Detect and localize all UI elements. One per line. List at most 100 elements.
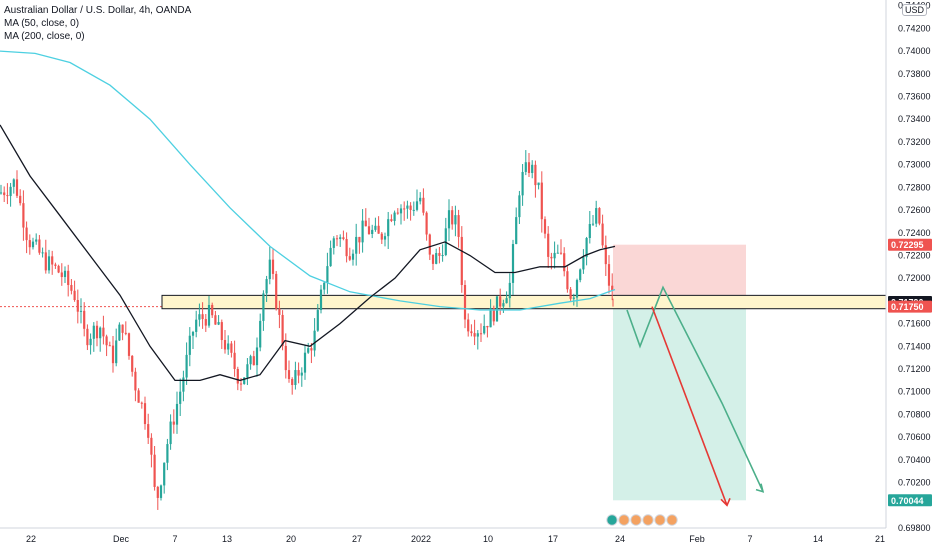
candle-body bbox=[310, 348, 313, 351]
candle-body bbox=[35, 239, 38, 242]
candle-body bbox=[575, 280, 579, 298]
candle-body bbox=[15, 179, 19, 196]
candle-body bbox=[387, 219, 390, 237]
candle-body bbox=[505, 298, 508, 304]
candle-body bbox=[428, 234, 431, 255]
time-tick-label: 24 bbox=[615, 534, 625, 544]
price-tick-label: 0.69800 bbox=[898, 523, 931, 533]
candle-body bbox=[377, 225, 380, 234]
candle-body bbox=[239, 383, 243, 385]
candle-body bbox=[44, 252, 47, 271]
candle-body bbox=[121, 324, 124, 333]
ma200-label[interactable]: MA (200, close, 0) bbox=[4, 31, 85, 42]
time-tick-label: 17 bbox=[548, 534, 558, 544]
candle-body bbox=[316, 310, 319, 331]
candle-body bbox=[345, 239, 348, 257]
currency-button[interactable]: USD bbox=[902, 4, 928, 16]
candle-body bbox=[255, 347, 259, 366]
price-tick-label: 0.72800 bbox=[898, 182, 931, 192]
candle-body bbox=[86, 328, 89, 346]
candle-body bbox=[294, 370, 297, 386]
candle-body bbox=[358, 236, 361, 243]
candle-body bbox=[412, 209, 415, 211]
projected-path-green bbox=[626, 285, 764, 493]
candle-body bbox=[41, 252, 44, 254]
candle-body bbox=[403, 208, 406, 210]
candle-body bbox=[265, 279, 268, 294]
candle-body bbox=[371, 229, 374, 235]
price-tag-bg bbox=[888, 494, 932, 507]
candle-body bbox=[598, 208, 601, 224]
candle-body bbox=[156, 486, 159, 498]
event-icon bbox=[630, 514, 642, 526]
candle-body bbox=[198, 314, 201, 320]
candle-body bbox=[329, 247, 332, 267]
candle-body bbox=[303, 352, 307, 373]
candle-body bbox=[79, 310, 83, 312]
candle-body bbox=[585, 238, 588, 258]
candle-body bbox=[470, 331, 473, 334]
candle-body bbox=[31, 241, 35, 248]
candle-body bbox=[527, 162, 531, 173]
candle-body bbox=[566, 271, 569, 290]
candle-body bbox=[259, 320, 262, 348]
time-tick-label: 21 bbox=[875, 534, 885, 544]
candle-body bbox=[374, 225, 377, 230]
candle-body bbox=[396, 212, 399, 214]
candle-body bbox=[604, 245, 607, 265]
candle-body bbox=[163, 462, 166, 486]
candle-body bbox=[95, 325, 99, 339]
candle-body bbox=[531, 164, 534, 173]
candle-body bbox=[230, 343, 233, 353]
candle-body bbox=[463, 285, 467, 320]
candle-body bbox=[214, 315, 217, 325]
candle-body bbox=[115, 340, 118, 364]
time-tick-label: 2022 bbox=[411, 534, 431, 544]
candle-body bbox=[431, 254, 435, 264]
price-axis[interactable]: 0.744000.742000.740000.738000.736000.734… bbox=[885, 0, 932, 550]
candle-body bbox=[502, 303, 505, 307]
candle-body bbox=[201, 314, 204, 320]
candle-body bbox=[131, 355, 134, 372]
candle-body bbox=[179, 391, 182, 404]
candle-body bbox=[563, 253, 566, 272]
candle-body bbox=[518, 195, 521, 218]
candle-body bbox=[281, 314, 284, 346]
candle-body bbox=[159, 485, 163, 498]
candle-body bbox=[607, 264, 611, 286]
event-icon bbox=[654, 514, 666, 526]
symbol-title[interactable]: Australian Dollar / U.S. Dollar, 4h, OAN… bbox=[4, 5, 192, 16]
candle-body bbox=[415, 201, 419, 210]
ma50-label[interactable]: MA (50, close, 0) bbox=[4, 18, 80, 29]
candle-body bbox=[19, 195, 22, 204]
candle-body bbox=[348, 256, 351, 260]
candle-body bbox=[342, 237, 345, 240]
candle-body bbox=[438, 253, 441, 256]
moving-averages bbox=[0, 50, 616, 382]
candle-body bbox=[297, 370, 300, 376]
price-tick-label: 0.70800 bbox=[898, 409, 931, 419]
event-icon bbox=[642, 514, 654, 526]
candle-body bbox=[351, 253, 355, 260]
time-axis[interactable]: 22 Dec 7 13 20 27 2022 10 17 24 Feb 7 14 21 bbox=[0, 514, 886, 544]
candle-body bbox=[556, 252, 559, 254]
chart-legend: Australian Dollar / U.S. Dollar, 4h, OAN… bbox=[4, 4, 191, 43]
candle-body bbox=[217, 322, 220, 325]
price-tag-label: 0.70044 bbox=[891, 496, 924, 506]
price-tag-bg bbox=[888, 238, 932, 251]
candle-body bbox=[166, 444, 169, 463]
candle-body bbox=[473, 333, 476, 337]
candle-body bbox=[73, 290, 76, 301]
time-tick-label: 7 bbox=[747, 534, 752, 544]
candle-body bbox=[569, 289, 572, 299]
candle-body bbox=[486, 326, 489, 328]
candle-body bbox=[220, 322, 223, 341]
projected-paths bbox=[612, 285, 765, 507]
candle-body bbox=[479, 333, 483, 335]
projected-path-red bbox=[651, 306, 728, 506]
price-tick-label: 0.74000 bbox=[898, 46, 931, 56]
candle-body bbox=[467, 319, 470, 332]
candle-body bbox=[339, 237, 342, 239]
candle-body bbox=[191, 331, 195, 336]
